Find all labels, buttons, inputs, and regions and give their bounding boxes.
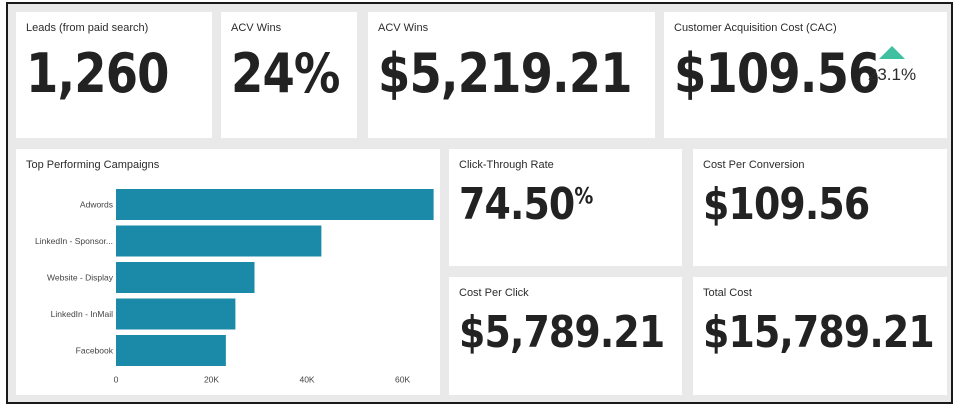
leads-value: 1,260 <box>26 42 169 105</box>
ctr-value-wrap: 74.50% <box>459 179 593 230</box>
cost-per-conversion-card[interactable]: Cost Per Conversion $109.56 <box>693 149 947 266</box>
x-tick-label-2: 40K <box>299 375 314 385</box>
bar-2[interactable] <box>116 262 255 293</box>
category-label-0: Adwords <box>80 200 113 210</box>
ctr-card[interactable]: Click-Through Rate 74.50% <box>449 149 682 266</box>
total-cost-title: Total Cost <box>703 287 752 299</box>
cac-title: Customer Acquisition Cost (CAC) <box>674 22 837 34</box>
x-tick-label-1: 20K <box>204 375 219 385</box>
acv-wins-amount-card[interactable]: ACV Wins $5,219.21 <box>368 12 655 138</box>
bar-0[interactable] <box>116 189 434 220</box>
ctr-value: 74.50 <box>459 179 575 230</box>
category-label-1: LinkedIn - Sponsor... <box>35 236 113 246</box>
acv-wins-pct-card[interactable]: ACV Wins 24% <box>221 12 357 138</box>
bar-1[interactable] <box>116 225 322 257</box>
cac-delta: 23.1% <box>862 46 922 85</box>
x-tick-label-0: 0 <box>114 375 119 385</box>
total-cost-card[interactable]: Total Cost $15,789.21 <box>693 277 947 395</box>
ctr-unit: % <box>574 184 594 210</box>
cac-delta-value: 23.1% <box>867 65 917 84</box>
cost-per-click-card[interactable]: Cost Per Click $5,789.21 <box>449 277 682 395</box>
cost-per-conversion-title: Cost Per Conversion <box>703 159 805 171</box>
acv-wins-amount-value: $5,219.21 <box>378 42 633 105</box>
leads-card[interactable]: Leads (from paid search) 1,260 <box>16 12 212 138</box>
cac-value: $109.56 <box>674 42 880 105</box>
category-label-3: LinkedIn - InMail <box>51 309 113 319</box>
cost-per-conversion-value: $109.56 <box>703 179 870 230</box>
cost-per-click-title: Cost Per Click <box>459 287 529 299</box>
cost-per-click-value: $5,789.21 <box>459 307 665 358</box>
top-campaigns-card[interactable]: Top Performing Campaigns Adwords LinkedIn… <box>16 149 440 395</box>
cac-card[interactable]: Customer Acquisition Cost (CAC) $109.56 … <box>664 12 947 138</box>
arrow-up-icon <box>879 46 905 59</box>
dashboard: Leads (from paid search) 1,260 ACV Wins … <box>6 2 953 404</box>
total-cost-value: $15,789.21 <box>703 307 935 358</box>
bar-4[interactable] <box>116 335 226 366</box>
acv-wins-pct-value: 24% <box>231 42 340 105</box>
acv-wins-pct-title: ACV Wins <box>231 22 282 34</box>
acv-wins-amount-title: ACV Wins <box>378 22 429 34</box>
ctr-title: Click-Through Rate <box>459 159 554 171</box>
category-label-4: Facebook <box>76 346 114 356</box>
x-tick-label-3: 60K <box>395 375 410 385</box>
bar-3[interactable] <box>116 298 236 330</box>
top-campaigns-chart: Adwords LinkedIn - Sponsor... Website - Di… <box>35 189 434 385</box>
category-label-2: Website - Display <box>47 273 114 283</box>
leads-title: Leads (from paid search) <box>26 22 149 34</box>
top-campaigns-title: Top Performing Campaigns <box>26 159 160 171</box>
